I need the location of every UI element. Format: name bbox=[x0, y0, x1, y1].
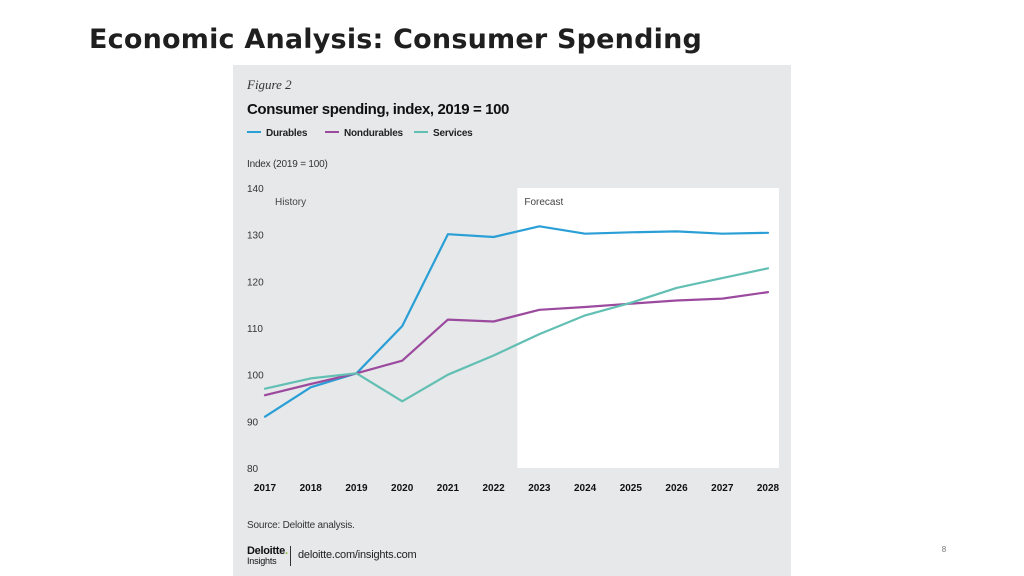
x-tick-label-2021: 2021 bbox=[437, 483, 460, 494]
x-tick-label-2017: 2017 bbox=[254, 483, 277, 494]
y-axis-label: Index (2019 = 100) bbox=[247, 159, 328, 170]
y-tick-label-110: 110 bbox=[247, 324, 263, 335]
history-region-label: History bbox=[275, 197, 306, 208]
x-tick-label-2023: 2023 bbox=[528, 483, 551, 494]
x-tick-label-2018: 2018 bbox=[300, 483, 323, 494]
legend-item-services: Services bbox=[414, 128, 473, 139]
chart-figure: Figure 2 Consumer spending, index, 2019 … bbox=[233, 65, 791, 576]
y-tick-label-80: 80 bbox=[247, 464, 259, 475]
brand-name: Deloitte bbox=[247, 545, 285, 557]
x-tick-label-2020: 2020 bbox=[391, 483, 414, 494]
legend-swatch-durables bbox=[247, 131, 261, 134]
x-tick-label-2019: 2019 bbox=[345, 483, 368, 494]
legend-swatch-services bbox=[414, 131, 428, 134]
y-tick-label-120: 120 bbox=[247, 277, 264, 288]
legend-item-nondurables: Nondurables bbox=[325, 128, 403, 139]
series-line-services bbox=[263, 267, 770, 403]
chart-title: Consumer spending, index, 2019 = 100 bbox=[247, 101, 509, 118]
forecast-region-label: Forecast bbox=[524, 197, 563, 208]
legend-item-durables: Durables bbox=[247, 128, 307, 139]
chart-plot: History Forecast 80 90 100 110 120 130 140 2017 20… bbox=[247, 184, 780, 494]
y-tick-label-130: 130 bbox=[247, 231, 264, 242]
slide-title: Economic Analysis: Consumer Spending bbox=[89, 24, 703, 55]
figure-label: Figure 2 bbox=[247, 77, 292, 92]
legend-swatch-nondurables bbox=[325, 131, 339, 134]
x-tick-label-2024: 2024 bbox=[574, 483, 597, 494]
brand-logo: Deloitte. bbox=[247, 545, 288, 557]
page-number: 8 bbox=[941, 545, 947, 554]
brand-url: deloitte.com/insights.com bbox=[298, 549, 417, 561]
x-tick-label-2022: 2022 bbox=[483, 483, 506, 494]
legend-label-services: Services bbox=[433, 128, 473, 139]
y-tick-label-90: 90 bbox=[247, 417, 259, 428]
forecast-region bbox=[517, 188, 779, 468]
x-tick-label-2025: 2025 bbox=[620, 483, 643, 494]
x-tick-label-2028: 2028 bbox=[757, 483, 780, 494]
brand-divider bbox=[290, 546, 291, 566]
legend-label-nondurables: Nondurables bbox=[344, 128, 403, 139]
x-tick-label-2026: 2026 bbox=[665, 483, 688, 494]
source-note: Source: Deloitte analysis. bbox=[247, 520, 355, 531]
y-tick-label-140: 140 bbox=[247, 184, 264, 195]
brand-dot: . bbox=[284, 545, 288, 557]
x-tick-label-2027: 2027 bbox=[711, 483, 734, 494]
brand-subtitle: Insights bbox=[247, 556, 277, 566]
legend-label-durables: Durables bbox=[266, 128, 308, 139]
y-tick-label-100: 100 bbox=[247, 371, 264, 382]
